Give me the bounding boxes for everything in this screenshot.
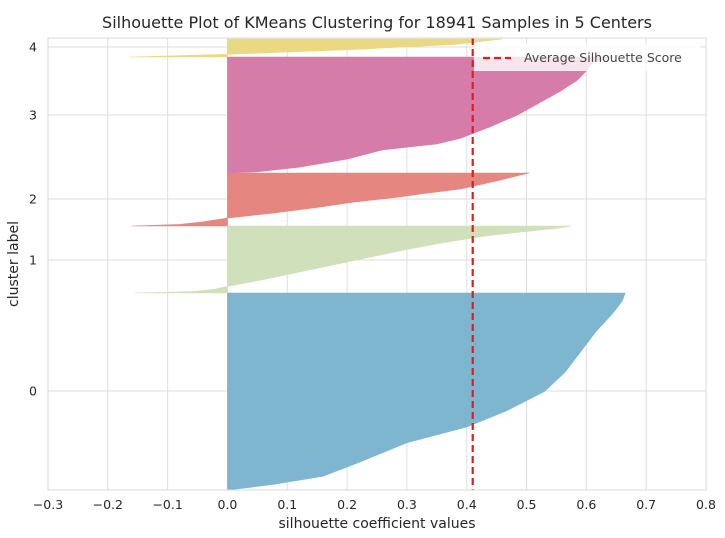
chart-title: Silhouette Plot of KMeans Clustering for… bbox=[102, 13, 652, 32]
y-tick-label: 1 bbox=[29, 253, 37, 268]
x-tick-label: −0.3 bbox=[33, 497, 63, 512]
legend-label: Average Silhouette Score bbox=[524, 50, 682, 65]
x-tick-label: 0.7 bbox=[636, 497, 656, 512]
y-tick-label: 4 bbox=[29, 40, 37, 55]
x-tick-label: 0.2 bbox=[337, 497, 357, 512]
x-tick-label: 0.3 bbox=[397, 497, 417, 512]
x-tick-label: 0.0 bbox=[218, 497, 238, 512]
plot-frame bbox=[47, 37, 707, 491]
x-tick-labels: −0.3 −0.2 −0.1 0.0 0.1 0.2 0.3 0.4 0.5 0.6 0.7 0.8 bbox=[33, 497, 716, 512]
x-tick-label: 0.1 bbox=[277, 497, 297, 512]
cluster-1-area bbox=[134, 225, 572, 294]
cluster-areas bbox=[128, 38, 626, 491]
legend: Average Silhouette Score bbox=[474, 44, 700, 71]
cluster-4-area bbox=[128, 38, 503, 58]
y-tick-labels: 0 1 2 3 4 bbox=[29, 40, 37, 399]
legend-box bbox=[474, 44, 700, 71]
x-tick-label: 0.6 bbox=[576, 497, 596, 512]
x-tick-label: −0.1 bbox=[152, 497, 182, 512]
y-axis-label: cluster label bbox=[6, 221, 22, 307]
x-axis-label: silhouette coefficient values bbox=[279, 516, 476, 532]
y-tick-label: 0 bbox=[29, 384, 37, 399]
cluster-0-area bbox=[227, 292, 626, 491]
x-tick-label: 0.4 bbox=[457, 497, 477, 512]
x-tick-label: 0.8 bbox=[696, 497, 716, 512]
x-tick-label: 0.5 bbox=[517, 497, 537, 512]
y-tick-label: 3 bbox=[29, 108, 37, 123]
cluster-2-area bbox=[131, 172, 530, 227]
y-tick-label: 2 bbox=[29, 192, 37, 207]
x-tick-label: −0.2 bbox=[93, 497, 123, 512]
